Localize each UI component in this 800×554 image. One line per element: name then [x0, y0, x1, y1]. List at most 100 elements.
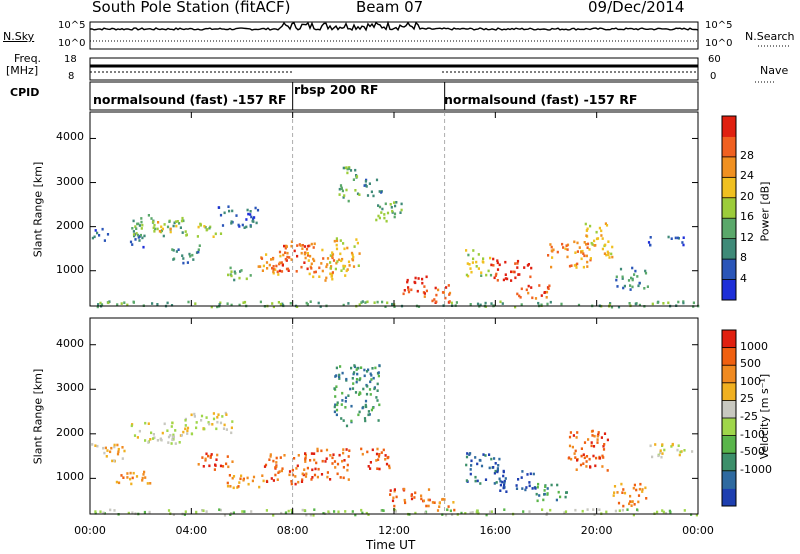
power-cell: [261, 269, 264, 272]
velocity-cell: [382, 448, 385, 452]
velocity-cell: [337, 510, 340, 514]
power-cell: [240, 269, 243, 272]
power-cell: [172, 224, 175, 228]
power-cell: [378, 190, 381, 193]
velocity-cell: [309, 513, 312, 517]
power-cell: [601, 237, 604, 240]
power-cell: [472, 257, 475, 261]
velocity-cell: [557, 490, 560, 494]
velocity-cell: [598, 508, 601, 511]
velocity-cell: [369, 467, 372, 470]
power-cell: [604, 243, 607, 247]
power-cell: [348, 167, 351, 170]
power-cell: [106, 233, 110, 236]
velocity-cell: [567, 456, 570, 460]
power-cell: [417, 305, 421, 308]
power-cell: [465, 273, 468, 277]
power-cell: [198, 244, 201, 247]
velocity-cell: [369, 380, 372, 384]
velocity-cell: [422, 499, 425, 503]
power-cell: [123, 301, 126, 304]
power-cell: [345, 188, 348, 192]
power-cell: [335, 237, 338, 240]
velocity-cell: [443, 498, 446, 501]
power-cell: [628, 302, 631, 305]
power-cell: [179, 226, 182, 229]
velocity-cell: [360, 366, 363, 369]
velocity-cell: [272, 479, 275, 482]
velocity-cell: [638, 487, 641, 491]
power-cell: [177, 248, 180, 251]
power-cell: [390, 206, 393, 209]
velocity-cell: [351, 387, 355, 390]
velocity-cell: [641, 490, 644, 493]
velocity-cell: [369, 393, 372, 396]
velocity-cell: [453, 508, 456, 512]
velocity-colorbar-swatch: [722, 453, 736, 472]
velocity-cell: [670, 445, 673, 448]
velocity-cell: [117, 450, 120, 454]
power-cell: [230, 274, 233, 278]
time-xtick-2: 08:00: [276, 524, 309, 537]
velocity-cell: [264, 463, 268, 467]
velocity-cell: [334, 395, 337, 398]
power-cell: [140, 227, 143, 230]
power-cell: [538, 284, 541, 287]
power-cell: [604, 222, 607, 225]
velocity-cell: [184, 510, 187, 513]
velocity-cell: [543, 489, 546, 492]
power-cell: [400, 202, 403, 206]
velocity-cell: [304, 460, 307, 463]
power-cell: [163, 223, 166, 226]
power-cell: [238, 225, 241, 228]
power-cell: [357, 264, 360, 267]
power-cell: [489, 256, 492, 260]
power-cell: [342, 303, 345, 307]
power-cell: [583, 241, 586, 244]
velocity-cell: [477, 512, 480, 515]
velocity-cell: [361, 406, 364, 410]
power-cell: [226, 302, 229, 305]
velocity-cell: [113, 509, 116, 512]
velocity-cell: [147, 422, 150, 425]
power-cell: [182, 219, 185, 223]
power-cell: [562, 246, 565, 249]
power-cell: [476, 302, 480, 306]
velocity-cell: [492, 466, 495, 469]
power-cell: [576, 241, 579, 245]
velocity-cell: [201, 509, 204, 512]
velocity-cell: [563, 511, 566, 514]
velocity-cell: [613, 485, 617, 488]
velocity-cell: [594, 464, 597, 468]
power-ytick-1: 2000: [56, 218, 84, 232]
velocity-cell: [537, 482, 540, 486]
power-cell: [516, 266, 519, 269]
power-cell: [300, 251, 303, 255]
power-cell: [242, 301, 245, 304]
velocity-cell: [591, 434, 594, 437]
velocity-region-10: [389, 487, 431, 508]
velocity-cell: [485, 513, 488, 517]
velocity-cell: [210, 453, 213, 456]
velocity-cell: [544, 485, 547, 488]
power-cell: [284, 246, 287, 250]
velocity-cell: [106, 449, 109, 452]
power-cell: [143, 234, 146, 238]
velocity-cell: [152, 433, 155, 436]
velocity-cell: [346, 468, 349, 472]
power-cell: [634, 302, 637, 306]
velocity-cell: [208, 464, 211, 468]
power-cell: [631, 285, 634, 289]
velocity-region-15: [567, 429, 609, 472]
velocity-cell: [221, 465, 225, 468]
power-cell: [611, 245, 614, 249]
velocity-cell: [536, 499, 539, 503]
noise-left-top-tick: 10^5: [58, 20, 86, 31]
power-cell: [365, 185, 368, 188]
velocity-cell: [590, 444, 593, 448]
velocity-cell: [410, 494, 413, 497]
velocity-cell: [216, 420, 219, 424]
power-cell: [260, 257, 264, 260]
power-cell: [334, 267, 337, 271]
power-cell: [506, 277, 509, 281]
